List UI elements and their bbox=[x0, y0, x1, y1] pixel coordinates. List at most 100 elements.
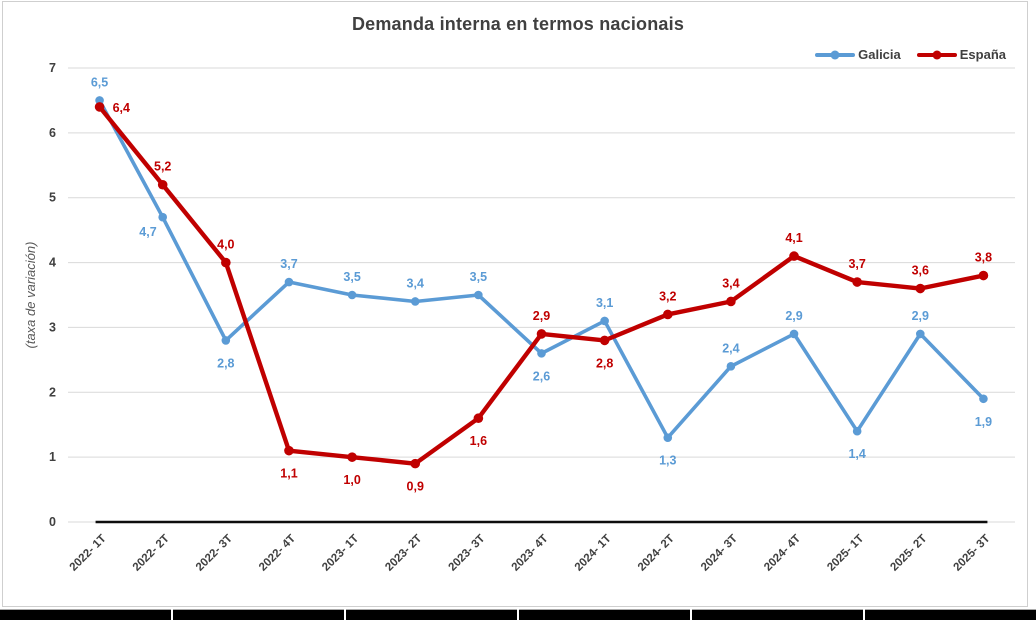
legend-label-galicia: Galicia bbox=[858, 47, 901, 62]
data-label: 2,6 bbox=[533, 369, 550, 383]
data-point bbox=[852, 426, 862, 436]
data-point bbox=[157, 179, 168, 190]
data-label: 1,4 bbox=[848, 447, 865, 461]
chart-title: Demanda interna en termos nacionais bbox=[351, 14, 685, 34]
y-tick-label: 2 bbox=[49, 385, 56, 399]
x-tick-label: 2023- 3T bbox=[446, 533, 487, 574]
data-label: 2,9 bbox=[533, 309, 550, 323]
series-line-españa bbox=[97, 104, 986, 466]
y-tick-label: 3 bbox=[49, 320, 56, 334]
data-label: 4,1 bbox=[785, 231, 802, 245]
data-label: 1,9 bbox=[975, 415, 992, 429]
data-label: 2,8 bbox=[596, 356, 613, 370]
y-tick-label: 7 bbox=[49, 61, 56, 75]
data-point bbox=[599, 335, 610, 346]
data-point bbox=[789, 329, 799, 339]
x-tick-label: 2024- 1T bbox=[573, 533, 614, 574]
data-point bbox=[158, 212, 167, 222]
data-label: 5,2 bbox=[154, 160, 171, 174]
x-tick-label: 2025- 2T bbox=[888, 533, 929, 574]
data-label: 4,7 bbox=[139, 225, 156, 239]
x-tick-label: 2022- 1T bbox=[68, 533, 109, 574]
x-tick-label: 2024- 4T bbox=[762, 533, 803, 574]
legend-item-galicia[interactable]: Galicia bbox=[815, 47, 901, 62]
legend-line-marker-espana bbox=[916, 52, 957, 57]
spreadsheet-row-strip bbox=[0, 609, 1036, 620]
data-point bbox=[410, 458, 421, 469]
data-label: 1,6 bbox=[470, 434, 487, 448]
spreadsheet-cell bbox=[346, 609, 517, 620]
data-point bbox=[536, 329, 547, 339]
x-tick-label: 2023- 1T bbox=[320, 533, 361, 574]
data-label: 1,1 bbox=[280, 467, 297, 481]
data-label: 3,2 bbox=[659, 289, 676, 303]
data-point bbox=[662, 309, 673, 320]
data-point bbox=[284, 277, 294, 287]
data-point bbox=[284, 445, 294, 456]
legend-item-espana[interactable]: España bbox=[916, 47, 1006, 62]
chart-area bbox=[2, 1, 1028, 607]
data-point bbox=[789, 251, 799, 261]
x-tick-label: 2022- 2T bbox=[131, 533, 172, 574]
spreadsheet-cell bbox=[692, 609, 863, 620]
data-point bbox=[915, 283, 926, 294]
data-point bbox=[94, 102, 105, 112]
x-tick-label: 2023- 4T bbox=[510, 533, 551, 574]
data-point bbox=[95, 96, 104, 105]
spreadsheet-cell bbox=[173, 609, 344, 620]
data-point bbox=[474, 290, 483, 300]
data-point bbox=[221, 257, 231, 268]
data-label: 3,4 bbox=[407, 276, 424, 290]
data-label: 2,4 bbox=[722, 341, 739, 355]
data-point bbox=[663, 433, 673, 442]
x-tick-label: 2023- 2T bbox=[383, 533, 424, 574]
chart-legend: Galicia España bbox=[815, 47, 1006, 62]
spreadsheet-cell bbox=[865, 609, 1036, 620]
legend-label-espana: España bbox=[959, 47, 1006, 62]
data-point bbox=[600, 316, 609, 326]
data-label: 3,5 bbox=[470, 270, 487, 284]
data-label: 3,8 bbox=[975, 251, 992, 265]
spreadsheet-cell bbox=[519, 609, 690, 620]
data-point bbox=[852, 277, 862, 287]
data-label: 0,9 bbox=[407, 480, 424, 494]
data-point bbox=[726, 362, 736, 371]
data-label: 3,4 bbox=[722, 276, 739, 290]
data-label: 3,1 bbox=[596, 296, 613, 310]
spreadsheet-cell bbox=[0, 609, 171, 620]
data-label: 6,5 bbox=[91, 75, 108, 89]
x-tick-label: 2024- 3T bbox=[699, 533, 740, 574]
x-tick-label: 2022- 3T bbox=[194, 533, 235, 574]
data-point bbox=[978, 270, 989, 281]
data-label: 3,5 bbox=[343, 270, 360, 284]
data-label: 4,0 bbox=[217, 238, 234, 252]
data-label: 6,4 bbox=[113, 101, 130, 115]
data-label: 3,6 bbox=[912, 264, 929, 278]
x-tick-label: 2024- 2T bbox=[636, 533, 677, 574]
data-label: 2,9 bbox=[785, 309, 802, 323]
data-point bbox=[979, 394, 988, 404]
data-point bbox=[537, 349, 546, 358]
y-tick-label: 1 bbox=[49, 450, 56, 464]
x-tick-label: 2022- 4T bbox=[257, 533, 298, 574]
data-label: 1,0 bbox=[343, 473, 360, 487]
data-point bbox=[410, 297, 420, 306]
data-label: 2,8 bbox=[217, 356, 234, 370]
y-tick-label: 6 bbox=[49, 126, 56, 140]
data-point bbox=[473, 413, 484, 424]
y-tick-label: 4 bbox=[49, 256, 56, 270]
data-label: 2,9 bbox=[912, 309, 929, 323]
data-point bbox=[347, 452, 357, 462]
data-point bbox=[347, 290, 357, 300]
data-label: 3,7 bbox=[848, 257, 865, 271]
data-label: 3,7 bbox=[280, 257, 297, 271]
data-point bbox=[916, 329, 925, 339]
data-point bbox=[221, 336, 231, 345]
y-tick-label: 0 bbox=[49, 515, 56, 529]
y-tick-label: 5 bbox=[49, 191, 56, 205]
x-tick-label: 2025- 1T bbox=[825, 533, 866, 574]
data-label: 1,3 bbox=[659, 454, 676, 468]
data-point bbox=[726, 296, 736, 307]
legend-line-marker-galicia bbox=[815, 52, 856, 57]
